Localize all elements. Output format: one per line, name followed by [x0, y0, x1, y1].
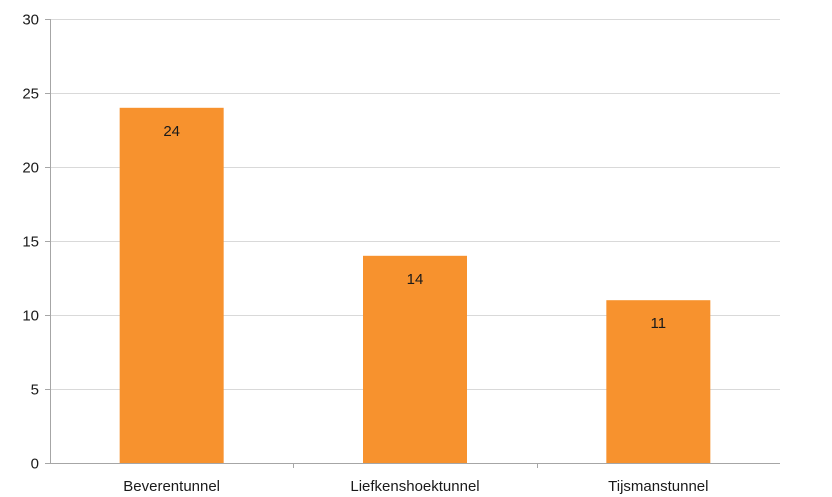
y-tick-label-15: 15 — [22, 234, 39, 251]
y-tick-label-20: 20 — [22, 160, 39, 177]
x-category-label-beverentunnel: Beverentunnel — [123, 478, 220, 495]
bars — [119, 107, 711, 464]
y-tick-label-0: 0 — [31, 456, 39, 473]
bar-liefkenshoektunnel — [363, 255, 467, 463]
labels: 0 5 10 15 20 25 30 24 Beverentunnel 14 Liefkenshoe… — [22, 12, 708, 496]
bar-tijsmanstunnel — [606, 300, 711, 463]
axes — [45, 19, 780, 468]
y-tick-label-30: 30 — [22, 12, 39, 29]
y-tick-label-5: 5 — [31, 382, 39, 399]
data-label-tijsmanstunnel: 11 — [651, 315, 667, 332]
bar-beverentunnel — [119, 107, 224, 464]
x-category-label-liefkenshoektunnel: Liefkenshoektunnel — [350, 478, 479, 495]
x-category-label-tijsmanstunnel: Tijsmanstunnel — [608, 478, 708, 495]
data-label-liefkenshoektunnel: 14 — [407, 271, 424, 288]
y-tick-label-25: 25 — [22, 86, 39, 103]
data-label-beverentunnel: 24 — [163, 123, 180, 140]
y-tick-label-10: 10 — [22, 308, 39, 325]
